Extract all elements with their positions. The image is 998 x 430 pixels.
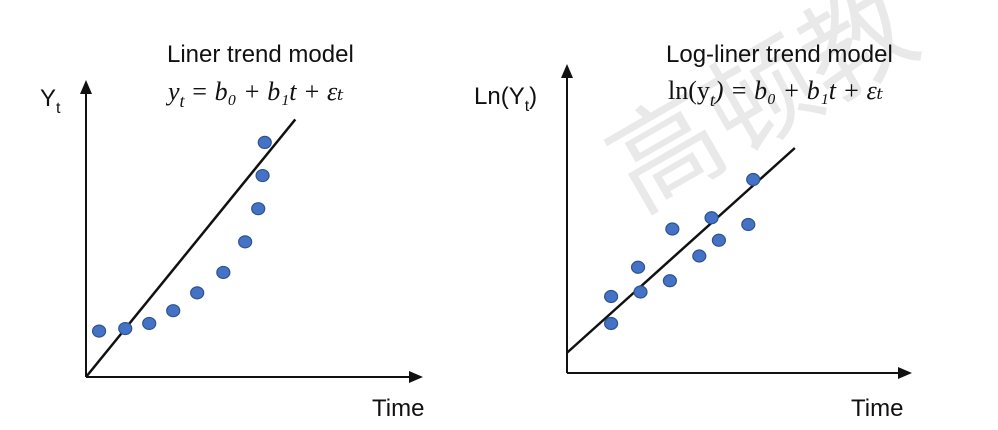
chart-linear-trend: Liner trend model Yt Time yt = b₀ + b₁t +… (40, 41, 424, 422)
chart-log-linear-trend: Log-liner trend model Ln(Yt) Time ln(yt)… (474, 41, 912, 422)
data-point-left-5 (190, 286, 205, 300)
y-axis-label-right: Ln(Yt) (474, 83, 537, 115)
x-axis-arrow-right (898, 367, 912, 379)
data-point-left-9 (255, 168, 270, 183)
watermark-text: 高顿教 (589, 0, 936, 234)
data-point-right-11 (746, 172, 761, 187)
data-point-right-3 (630, 260, 646, 274)
data-points-left (91, 135, 272, 338)
chart-title-left: Liner trend model (167, 41, 354, 68)
data-point-left-1 (91, 324, 107, 338)
x-axis-arrow-left (409, 371, 423, 383)
y-axis-arrow-left (80, 80, 92, 94)
data-point-right-9 (711, 233, 727, 247)
x-axis-label-left: Time (372, 395, 424, 422)
data-point-right-6 (665, 222, 680, 236)
data-point-left-8 (251, 202, 266, 216)
data-point-right-10 (741, 217, 756, 232)
data-point-left-2 (118, 321, 133, 336)
data-point-right-4 (633, 285, 648, 299)
y-axis-label-left: Yt (40, 85, 61, 117)
data-point-left-4 (166, 304, 181, 318)
data-point-left-6 (216, 265, 231, 280)
chart-title-right: Log-liner trend model (666, 41, 893, 68)
data-point-right-7 (692, 249, 707, 263)
y-axis-arrow-right (561, 64, 573, 78)
data-point-right-5 (662, 274, 678, 288)
y-label-base: Y (40, 85, 56, 112)
data-point-left-10 (257, 135, 272, 149)
data-point-left-7 (238, 235, 253, 249)
data-points-right (603, 172, 761, 331)
equation-left: yt = b₀ + b₁t + εₜ (165, 77, 344, 111)
data-point-right-2 (603, 289, 619, 304)
equation-right: ln(yt) = b₀ + b₁t + εₜ (668, 76, 884, 110)
data-point-right-8 (704, 211, 719, 225)
data-point-right-1 (603, 316, 619, 331)
x-axis-label-right: Time (851, 395, 903, 422)
data-point-left-3 (142, 316, 157, 331)
y-label-sub: t (56, 100, 61, 117)
trend-line-left (85, 118, 297, 378)
